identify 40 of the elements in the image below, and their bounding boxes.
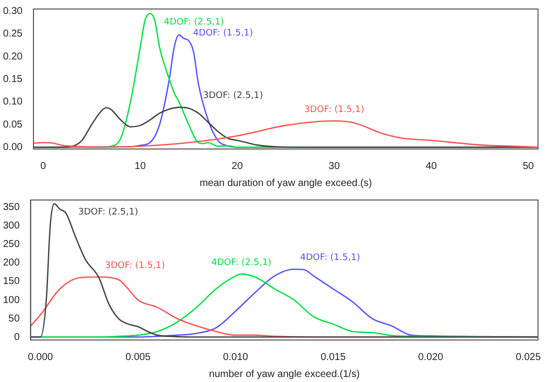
line-series (33, 106, 538, 148)
x-axis-title: number of yaw angle exceed.(1/s) (209, 368, 360, 380)
series-label: 3DOF: (2.5,1) (78, 208, 138, 218)
x-tick-label: 0.025 (516, 352, 542, 363)
series-label: 3DOF: (1.5,1) (304, 104, 364, 115)
x-tick-label: 0 (40, 160, 46, 172)
y-tick-label: 0.00 (2, 142, 23, 153)
series-label: 3DOF: (1.5,1) (104, 260, 166, 271)
line-series (30, 203, 538, 338)
y-tick-label: 300 (2, 220, 20, 232)
x-tick-label: 0.020 (418, 352, 444, 363)
series-label: 4DOF: (1.5,1) (300, 253, 360, 264)
y-tick-label: 0.25 (2, 28, 23, 40)
series-label: 4DOF: (2.5,1) (211, 258, 272, 268)
y-tick-label: 50 (8, 313, 20, 324)
x-tick-label: 0.015 (320, 352, 346, 363)
series-label: 3DOF: (2.5,1) (203, 91, 264, 102)
y-tick-label: 0.10 (2, 96, 23, 108)
x-tick-label: 50 (522, 160, 534, 172)
y-tick-label: 0.20 (2, 51, 23, 62)
x-tick-label: 40 (426, 160, 438, 172)
x-tick-label: 10 (134, 160, 146, 172)
x-tick-label: 20 (232, 160, 244, 172)
y-tick-label: 0.30 (2, 6, 23, 18)
line-series (33, 120, 538, 148)
y-tick-label: 0.15 (2, 74, 23, 85)
y-tick-label: 100 (2, 294, 20, 306)
series-label: 4DOF: (2.5,1) (164, 17, 224, 28)
x-axis-title: mean duration of yaw angle exceed.(s) (200, 178, 372, 189)
x-tick-label: 0.005 (125, 352, 151, 363)
y-tick-label: 200 (2, 258, 20, 269)
y-tick-label: 0.05 (2, 119, 23, 130)
x-tick-label: 0.000 (28, 352, 54, 363)
x-tick-label: 0.010 (223, 352, 249, 363)
y-tick-label: 0 (14, 332, 20, 343)
x-tick-label: 30 (328, 160, 340, 172)
y-tick-label: 350 (2, 202, 20, 214)
y-tick-label: 250 (2, 239, 20, 250)
series-label: 4DOF: (1.5,1) (193, 28, 254, 39)
y-tick-label: 150 (2, 276, 20, 288)
